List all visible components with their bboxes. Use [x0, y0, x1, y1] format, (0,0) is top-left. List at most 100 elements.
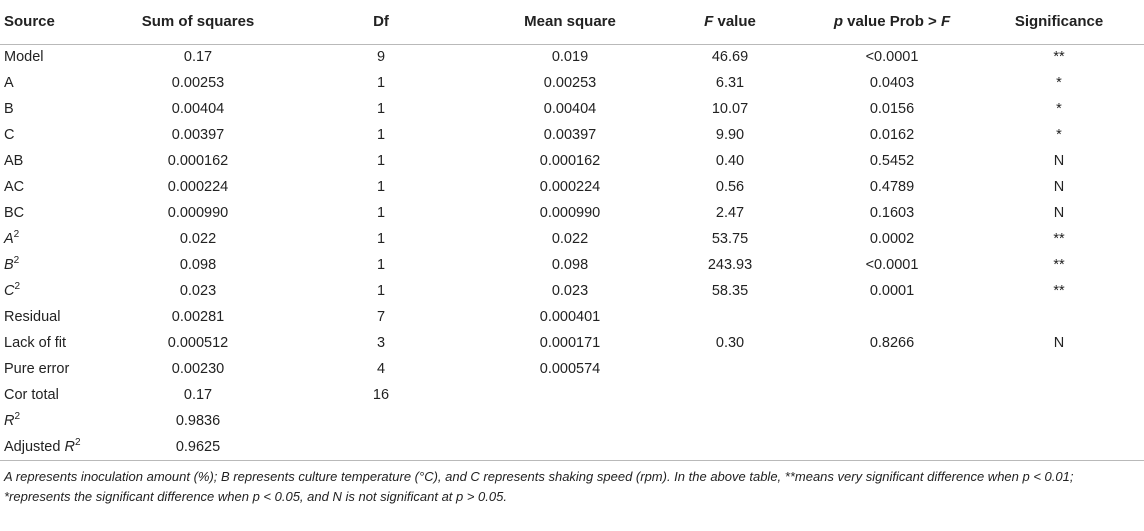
source-label: C — [4, 127, 15, 143]
cell-significance: N — [1053, 335, 1065, 351]
cell-source: R2 — [0, 408, 124, 434]
table-row: B2 0.098 1 0.098 243.93 <0.0001 ** — [0, 252, 1144, 278]
source-symbol: C — [4, 283, 15, 299]
cell-source: AC — [0, 174, 124, 200]
source-label: Model — [4, 49, 44, 66]
cell-significance: N — [1053, 205, 1065, 221]
table-body: Model 0.17 9 0.019 46.69 <0.0001 ** A 0.00253 1 0.… — [0, 44, 1144, 461]
cell-df: 16 — [372, 387, 390, 403]
cell-sum-of-squares: 0.00230 — [171, 361, 225, 377]
cell-f-value: 9.90 — [715, 127, 745, 143]
cell-significance: * — [1056, 75, 1062, 91]
cell-f-value: 53.75 — [711, 231, 749, 247]
cell-f-value: 2.47 — [715, 205, 745, 221]
cell-df: 1 — [376, 75, 386, 91]
cell-mean-square: 0.022 — [551, 231, 589, 247]
anova-table-figure: Source Sum of squares Df Mean square F value… — [0, 0, 1144, 504]
cell-f-value — [650, 408, 810, 434]
header-text: value Prob > — [843, 13, 941, 31]
cell-sum-of-squares: 0.00397 — [171, 127, 225, 143]
source-superscript: 2 — [14, 281, 21, 293]
header-text: Source — [4, 13, 55, 31]
header-italic-symbol: F — [940, 13, 951, 31]
cell-significance: * — [1056, 101, 1062, 117]
cell-p-value: 0.8266 — [869, 335, 915, 351]
cell-f-value: 46.69 — [711, 49, 749, 66]
cell-df: 3 — [376, 335, 386, 351]
header-p-value: p value Prob > F — [810, 0, 974, 45]
cell-f-value: 0.40 — [715, 153, 745, 169]
table-header-row: Source Sum of squares Df Mean square F value… — [0, 0, 1144, 45]
cell-p-value — [810, 304, 974, 330]
header-italic-symbol: F — [704, 13, 714, 31]
cell-f-value: 58.35 — [711, 283, 749, 299]
cell-f-value: 0.30 — [715, 335, 745, 351]
source-label: Pure error — [4, 361, 70, 377]
header-italic-symbol: p — [833, 13, 844, 31]
cell-p-value: 0.0001 — [869, 283, 915, 299]
cell-sum-of-squares: 0.000990 — [167, 205, 229, 221]
cell-significance: N — [1053, 179, 1065, 195]
cell-sum-of-squares: 0.000512 — [167, 335, 229, 351]
table-row: Cor total 0.17 16 — [0, 382, 1144, 408]
cell-p-value: 0.1603 — [869, 205, 915, 221]
cell-significance: * — [1056, 127, 1062, 143]
cell-f-value — [650, 382, 810, 408]
source-symbol: R — [4, 413, 15, 429]
table-row: R2 0.9836 — [0, 408, 1144, 434]
cell-df: 1 — [376, 179, 386, 195]
cell-f-value: 6.31 — [715, 75, 745, 91]
table-row: C 0.00397 1 0.00397 9.90 0.0162 * — [0, 122, 1144, 148]
cell-p-value: 0.0156 — [869, 101, 915, 117]
cell-sum-of-squares: 0.000224 — [167, 179, 229, 195]
header-df: Df — [272, 0, 490, 45]
cell-mean-square — [490, 434, 650, 461]
cell-mean-square: 0.019 — [551, 49, 589, 66]
cell-source: A — [0, 70, 124, 96]
source-label: Cor total — [4, 387, 59, 403]
cell-source: AB — [0, 148, 124, 174]
source-superscript: 2 — [14, 411, 21, 423]
cell-sum-of-squares: 0.00404 — [171, 101, 225, 117]
cell-f-value — [650, 356, 810, 382]
cell-sum-of-squares: 0.098 — [179, 257, 217, 273]
cell-p-value: <0.0001 — [865, 49, 919, 66]
cell-df: 1 — [376, 205, 386, 221]
table-row: C2 0.023 1 0.023 58.35 0.0001 ** — [0, 278, 1144, 304]
table-row: Lack of fit 0.000512 3 0.000171 0.30 0.8266 N — [0, 330, 1144, 356]
header-f-value: F value — [650, 0, 810, 45]
cell-sum-of-squares: 0.00281 — [171, 309, 225, 325]
table-row: AC 0.000224 1 0.000224 0.56 0.4789 N — [0, 174, 1144, 200]
cell-significance — [974, 434, 1144, 461]
table-row: Adjusted R2 0.9625 — [0, 434, 1144, 461]
cell-source: Lack of fit — [0, 330, 124, 356]
source-label: B — [4, 101, 14, 117]
cell-mean-square: 0.000574 — [539, 361, 601, 377]
cell-source: A2 — [0, 226, 124, 252]
source-symbol: R — [64, 438, 75, 455]
table-row: Pure error 0.00230 4 0.000574 — [0, 356, 1144, 382]
cell-df: 9 — [376, 49, 386, 66]
cell-source: B — [0, 96, 124, 122]
source-symbol: A — [4, 231, 14, 247]
cell-significance: N — [1053, 153, 1065, 169]
header-sum-of-squares: Sum of squares — [124, 0, 272, 45]
table-row: A 0.00253 1 0.00253 6.31 0.0403 * — [0, 70, 1144, 96]
source-label: Lack of fit — [4, 335, 67, 351]
table-row: BC 0.000990 1 0.000990 2.47 0.1603 N — [0, 200, 1144, 226]
header-source: Source — [0, 0, 124, 45]
cell-significance — [974, 382, 1144, 408]
cell-df: 4 — [376, 361, 386, 377]
cell-source: Pure error — [0, 356, 124, 382]
cell-significance — [974, 408, 1144, 434]
cell-mean-square — [490, 382, 650, 408]
table-row: A2 0.022 1 0.022 53.75 0.0002 ** — [0, 226, 1144, 252]
cell-df: 1 — [376, 257, 386, 273]
cell-mean-square: 0.000224 — [539, 179, 601, 195]
cell-df: 1 — [376, 231, 386, 247]
cell-significance: ** — [1053, 283, 1065, 299]
cell-p-value: 0.0162 — [869, 127, 915, 143]
cell-sum-of-squares: 0.9836 — [175, 413, 221, 429]
header-text: Df — [373, 13, 389, 31]
header-text: value — [713, 13, 756, 31]
